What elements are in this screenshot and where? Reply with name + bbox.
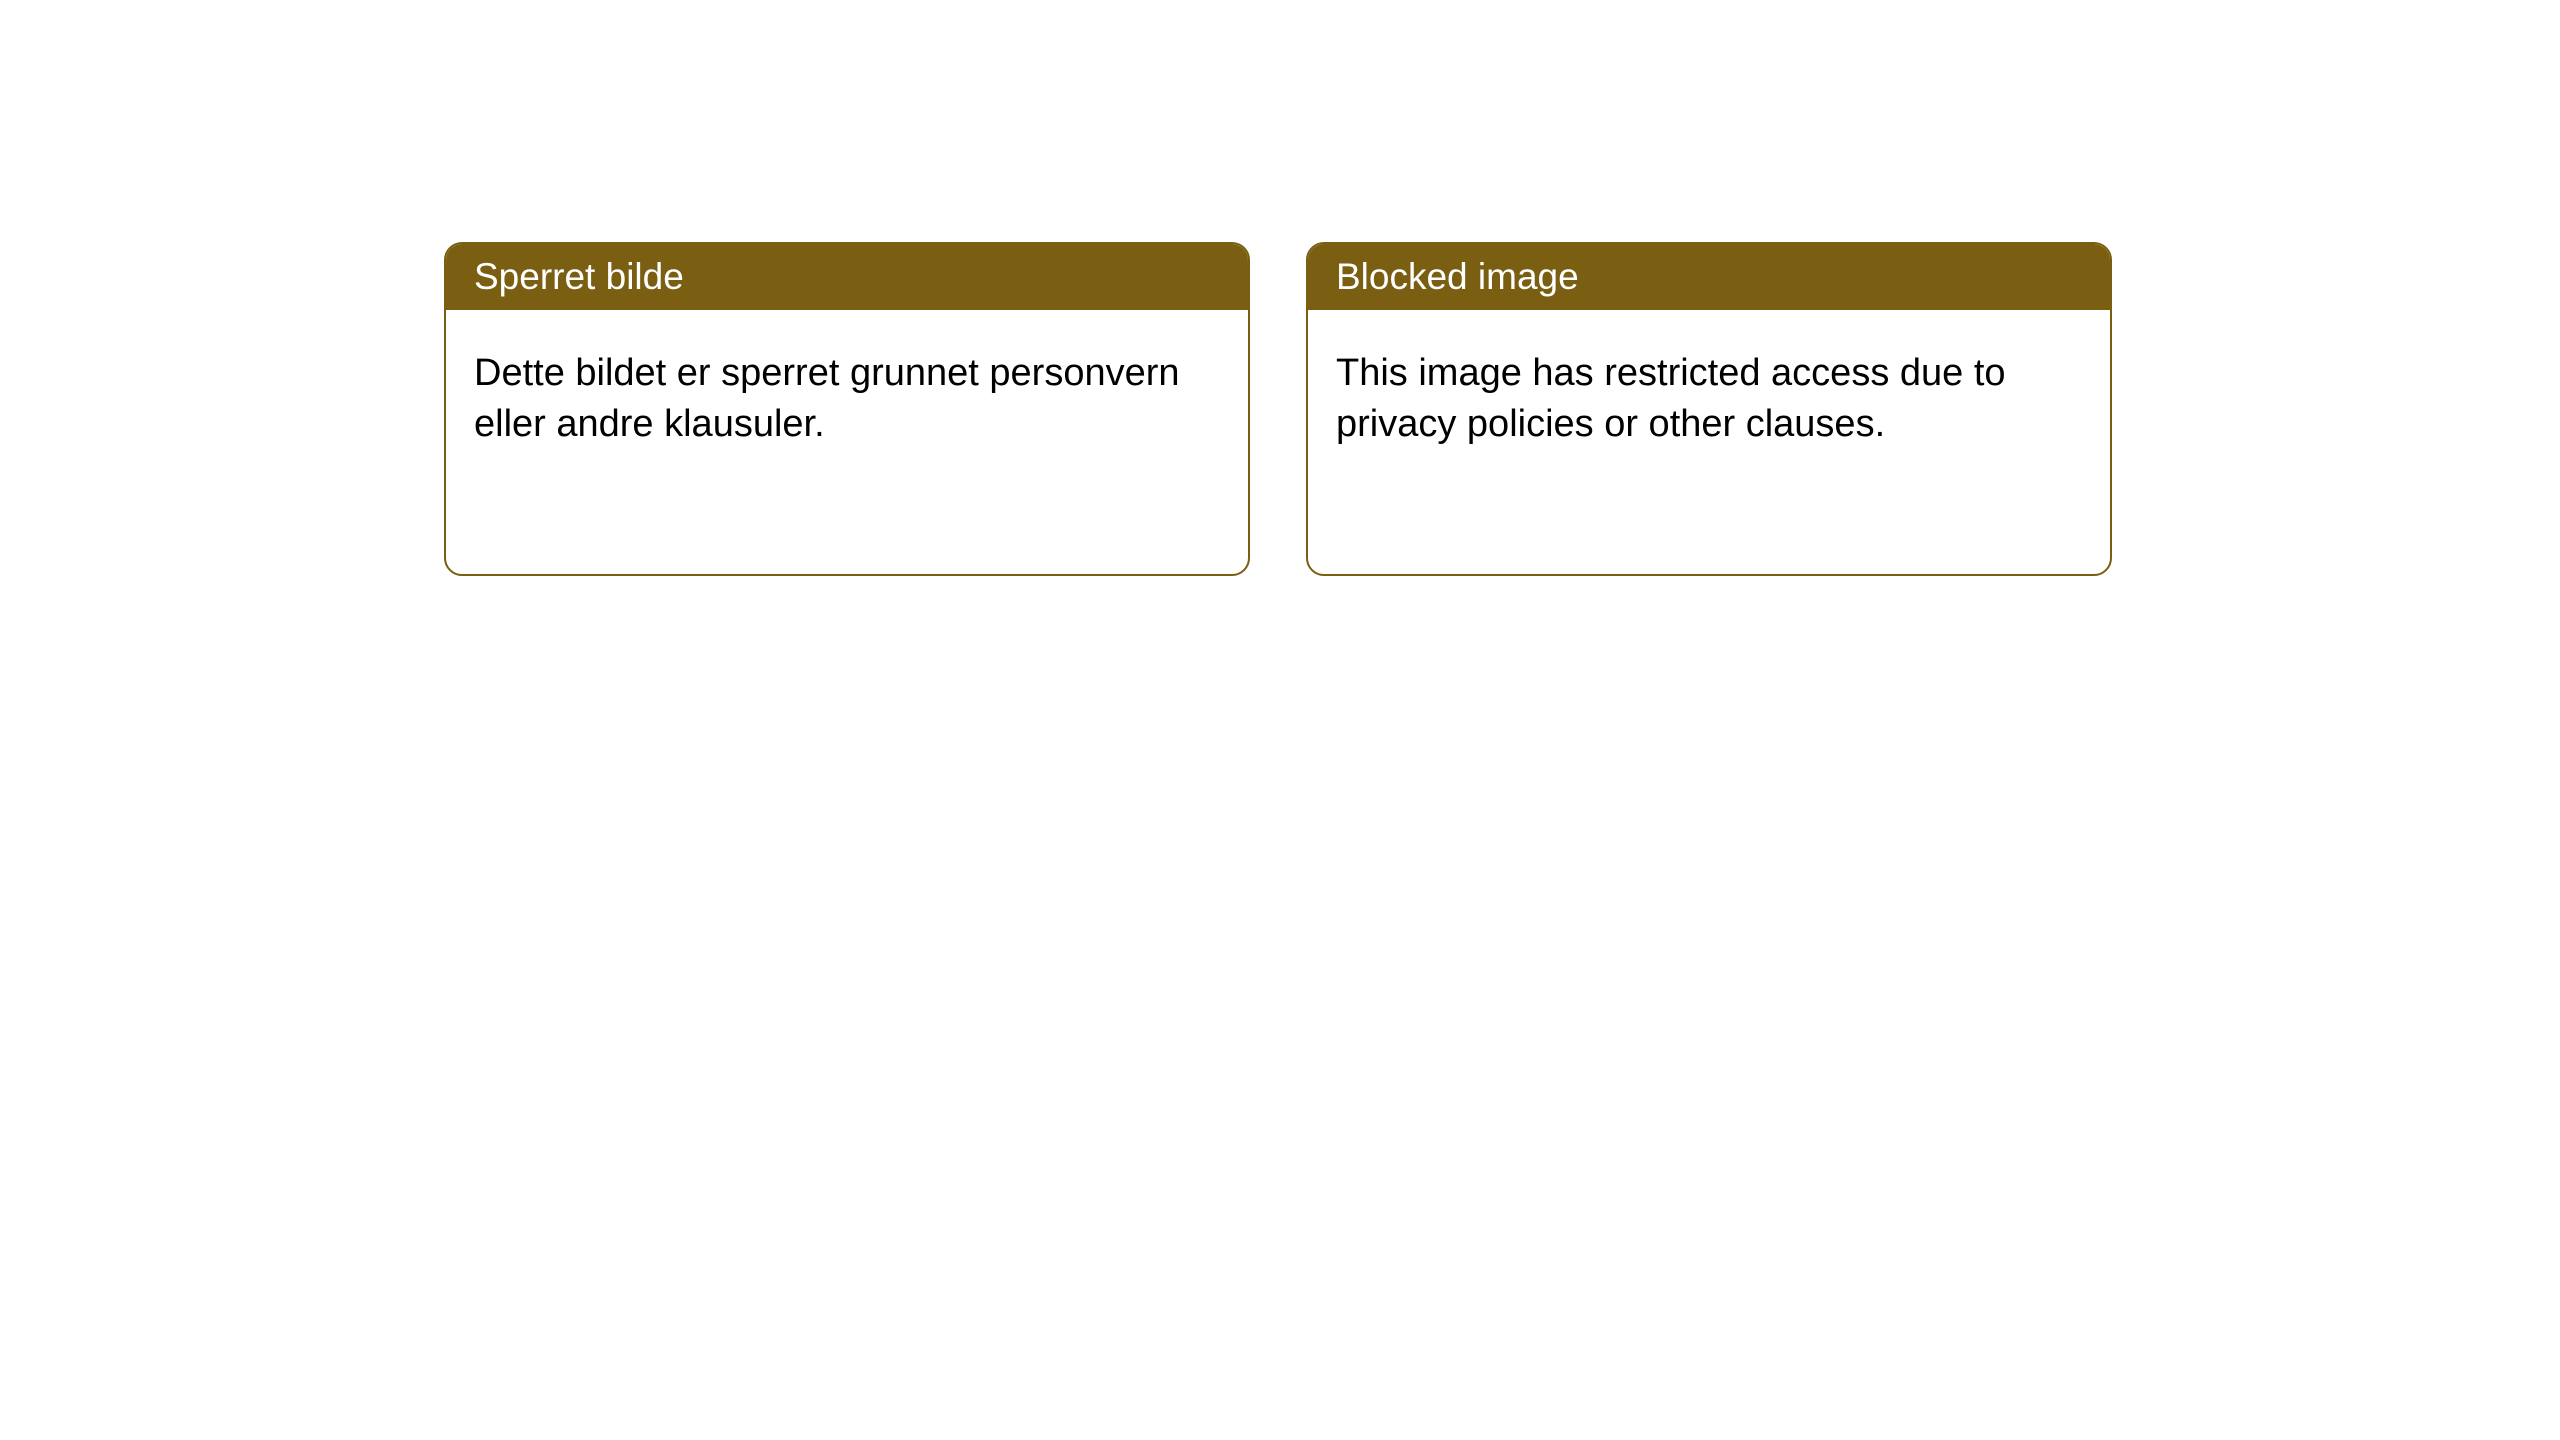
notice-box-en: Blocked image This image has restricted … bbox=[1306, 242, 2112, 576]
notice-box-no: Sperret bilde Dette bildet er sperret gr… bbox=[444, 242, 1250, 576]
notice-container: Sperret bilde Dette bildet er sperret gr… bbox=[0, 0, 2560, 576]
notice-body-no: Dette bildet er sperret grunnet personve… bbox=[446, 310, 1248, 489]
notice-title-en: Blocked image bbox=[1308, 244, 2110, 310]
notice-title-no: Sperret bilde bbox=[446, 244, 1248, 310]
notice-body-en: This image has restricted access due to … bbox=[1308, 310, 2110, 489]
